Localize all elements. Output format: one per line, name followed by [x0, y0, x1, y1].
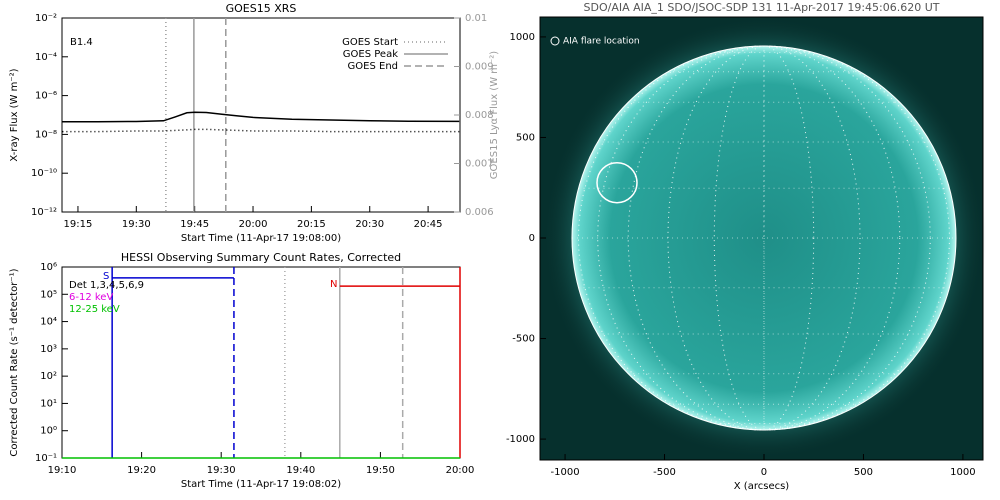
y-tick-label: 10⁻¹⁰ — [31, 168, 57, 179]
x-tick-label: -500 — [653, 467, 676, 478]
heliographic-grid — [571, 45, 956, 431]
y-tick-label: -1000 — [506, 434, 535, 445]
x-tick-label: 19:45 — [180, 219, 209, 230]
y2-tick-label: 0.01 — [465, 13, 487, 24]
plot-frame — [539, 16, 984, 461]
y-tick-label: 10² — [40, 371, 57, 382]
series-line — [62, 111, 460, 123]
x-tick-label: 19:40 — [286, 465, 315, 476]
y-axis-label: X-ray Flux (W m⁻²) — [9, 68, 20, 161]
x-axis-label: X (arcsecs) — [734, 481, 790, 492]
y2-tick-label: 0.008 — [465, 110, 494, 121]
y-tick-label: 10⁻¹² — [31, 207, 57, 218]
y2-tick-label: 0.006 — [465, 207, 494, 218]
y-axis-label: Corrected Count Rate (s⁻¹ detector⁻¹) — [9, 268, 20, 456]
chart-title: SDO/AIA AIA_1 SDO/JSOC-SDP 131 11-Apr-20… — [584, 1, 940, 14]
y-tick-label: 10⁻¹ — [35, 453, 57, 464]
legend-label: AIA flare location — [563, 37, 640, 47]
plot-frame — [61, 266, 461, 459]
x-axis-label: Start Time (11-Apr-17 19:08:00) — [181, 233, 341, 244]
y-tick-label: 10⁻² — [35, 13, 57, 24]
annotation: B1.4 — [70, 37, 93, 48]
y-tick-label: 10⁵ — [40, 289, 57, 300]
chart-title: HESSI Observing Summary Count Rates, Cor… — [121, 251, 401, 264]
legend-label: Det 1,3,4,5,6,9 — [69, 280, 144, 291]
x-tick-label: 19:10 — [48, 465, 77, 476]
y-tick-label: 10⁶ — [40, 262, 57, 273]
x-tick-label: 20:45 — [414, 219, 443, 230]
x-tick-label: 500 — [854, 467, 873, 478]
legend-label: GOES End — [348, 61, 398, 72]
x-tick-label: 0 — [761, 467, 767, 478]
longitude-line — [578, 45, 950, 431]
x-tick-label: 20:30 — [355, 219, 384, 230]
x-tick-label: 19:30 — [207, 465, 236, 476]
y2-axis-label: GOES15 Lyα Flux (W m⁻²) — [489, 51, 500, 179]
y-tick-label: 10⁻⁸ — [35, 129, 57, 140]
y2-tick-label: 0.007 — [465, 159, 494, 170]
y-tick-label: 500 — [516, 132, 535, 143]
x-tick-label: 19:50 — [366, 465, 395, 476]
legend-symbol — [550, 36, 560, 46]
y-tick-label: 1000 — [510, 32, 535, 43]
legend-label: 6-12 keV — [69, 292, 113, 303]
annotation: N — [330, 279, 337, 290]
legend-label: GOES Peak — [343, 49, 398, 60]
longitude-line — [667, 45, 861, 431]
x-tick-label: 20:00 — [446, 465, 475, 476]
legend-label: GOES Start — [342, 37, 398, 48]
plot-frame — [61, 17, 461, 213]
x-tick-label: 20:00 — [239, 219, 268, 230]
flare-location — [596, 161, 638, 204]
series-line — [62, 128, 460, 133]
x-tick-label: 19:20 — [127, 465, 156, 476]
y-tick-label: 10⁻⁴ — [35, 52, 57, 63]
x-tick-label: -1000 — [551, 467, 580, 478]
x-tick-label: 1000 — [950, 467, 975, 478]
x-tick-label: 20:15 — [297, 219, 326, 230]
x-axis-label: Start Time (11-Apr-17 19:08:02) — [181, 479, 341, 490]
x-tick-label: 19:15 — [64, 219, 93, 230]
chart-title: GOES15 XRS — [226, 2, 297, 15]
y2-tick-label: 0.009 — [465, 62, 494, 73]
y-tick-label: 10⁰ — [40, 426, 57, 437]
x-tick-label: 19:30 — [122, 219, 151, 230]
y-tick-label: 10⁻⁶ — [35, 91, 57, 102]
annotation: S — [103, 271, 109, 282]
y-tick-label: -500 — [512, 334, 535, 345]
y-tick-label: 0 — [529, 233, 535, 244]
y-tick-label: 10¹ — [40, 398, 57, 409]
y-tick-label: 10⁴ — [40, 317, 57, 328]
limb — [571, 45, 957, 431]
y-tick-label: 10³ — [40, 344, 57, 355]
legend-label: 12-25 keV — [69, 304, 120, 315]
